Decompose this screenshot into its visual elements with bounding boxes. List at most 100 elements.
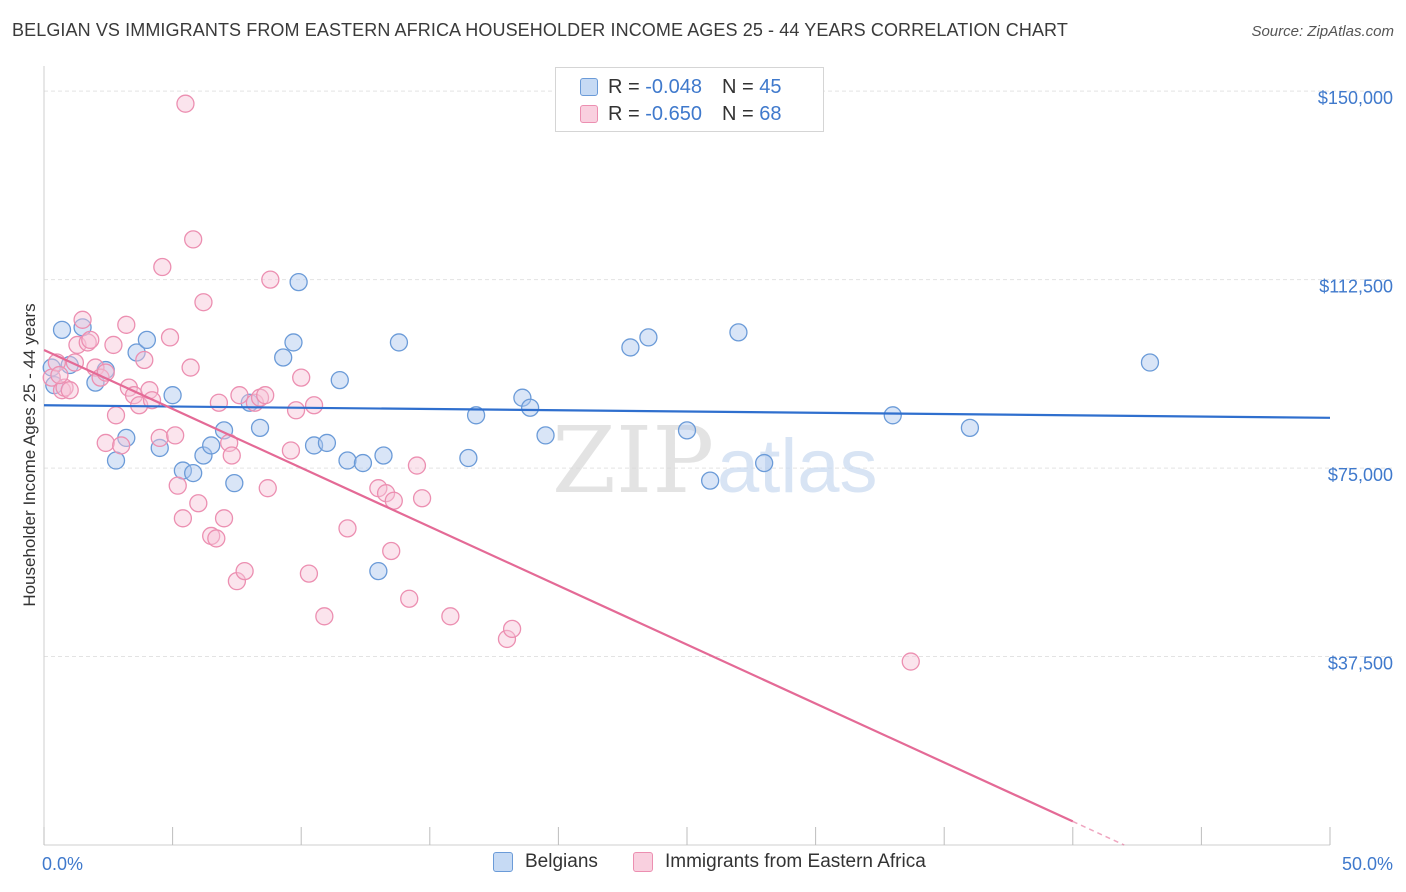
series-legend-swatch-eastern-africa	[633, 852, 653, 872]
eastern-africa-trend-line-extension	[1072, 820, 1125, 846]
x-tick-label-min: 0.0%	[42, 854, 83, 874]
eastern-africa-point[interactable]	[497, 629, 517, 649]
belgian-point[interactable]	[225, 473, 244, 493]
eastern-africa-point[interactable]	[160, 328, 180, 347]
eastern-africa-point[interactable]	[194, 293, 213, 312]
belgian-point[interactable]	[52, 320, 72, 340]
eastern-africa-point[interactable]	[60, 381, 79, 400]
eastern-africa-point[interactable]	[338, 519, 357, 538]
axes	[43, 66, 1331, 846]
belgian-point[interactable]	[289, 272, 308, 292]
belgian-point[interactable]	[466, 406, 486, 425]
eastern-africa-point[interactable]	[256, 386, 275, 405]
eastern-africa-point[interactable]	[153, 257, 172, 277]
eastern-africa-point[interactable]	[73, 310, 92, 329]
legend-swatch-belgians	[580, 78, 598, 96]
belgian-point[interactable]	[374, 446, 393, 465]
belgian-point[interactable]	[353, 453, 373, 473]
eastern-africa-point[interactable]	[50, 365, 69, 385]
eastern-africa-point[interactable]	[235, 561, 254, 581]
eastern-africa-point[interactable]	[261, 270, 280, 289]
eastern-africa-point[interactable]	[96, 433, 115, 453]
eastern-africa-point[interactable]	[901, 652, 920, 671]
belgian-point[interactable]	[330, 370, 349, 390]
belgian-point[interactable]	[184, 463, 203, 483]
belgian-point[interactable]	[369, 561, 388, 581]
chart-title: BELGIAN VS IMMIGRANTS FROM EASTERN AFRIC…	[12, 20, 1068, 40]
eastern-africa-point[interactable]	[400, 589, 419, 608]
eastern-africa-point[interactable]	[78, 333, 97, 352]
belgian-point[interactable]	[389, 333, 409, 352]
eastern-africa-point[interactable]	[376, 484, 396, 503]
eastern-africa-point[interactable]	[112, 436, 131, 455]
eastern-africa-point[interactable]	[304, 396, 324, 415]
belgian-point[interactable]	[960, 418, 980, 438]
eastern-africa-point[interactable]	[258, 479, 277, 498]
eastern-africa-point[interactable]	[181, 358, 200, 377]
eastern-africa-point[interactable]	[315, 607, 334, 626]
belgian-point[interactable]	[106, 451, 126, 470]
eastern-africa-point[interactable]	[299, 564, 319, 583]
series-legend-swatch-belgians	[493, 852, 513, 872]
eastern-africa-point[interactable]	[214, 509, 234, 528]
belgian-point[interactable]	[536, 426, 555, 445]
series-legend-label-belgians: Belgians	[525, 851, 598, 872]
belgian-point[interactable]	[729, 323, 748, 342]
eastern-africa-point[interactable]	[81, 330, 100, 350]
eastern-africa-point[interactable]	[286, 401, 306, 420]
belgian-point[interactable]	[163, 386, 182, 405]
belgian-point[interactable]	[274, 348, 293, 367]
belgian-point[interactable]	[202, 436, 221, 455]
eastern-africa-point[interactable]	[207, 529, 226, 548]
belgian-point[interactable]	[338, 451, 357, 470]
legend-n-label: N =	[721, 102, 754, 125]
belgian-point[interactable]	[150, 438, 169, 458]
eastern-africa-point[interactable]	[281, 441, 301, 460]
belgian-point[interactable]	[883, 406, 902, 425]
series-legend-eastern-africa[interactable]: Immigrants from Eastern Africa	[633, 851, 926, 873]
eastern-africa-point[interactable]	[230, 386, 249, 405]
eastern-africa-point[interactable]	[209, 393, 229, 412]
eastern-africa-point[interactable]	[189, 494, 208, 513]
series-legend-belgians[interactable]: Belgians	[493, 851, 598, 873]
eastern-africa-point[interactable]	[173, 509, 193, 528]
eastern-africa-point[interactable]	[292, 368, 311, 387]
eastern-africa-point[interactable]	[52, 381, 72, 400]
legend-n-value: 68	[759, 102, 782, 125]
belgian-point[interactable]	[284, 333, 303, 352]
eastern-africa-point[interactable]	[502, 619, 522, 639]
belgian-point[interactable]	[250, 418, 270, 438]
belgian-point[interactable]	[137, 330, 157, 350]
eastern-africa-point[interactable]	[382, 541, 401, 561]
belgian-point[interactable]	[700, 471, 720, 490]
belgian-point[interactable]	[459, 448, 478, 468]
belgian-point[interactable]	[317, 433, 337, 453]
eastern-africa-point[interactable]	[106, 406, 126, 425]
belgian-point[interactable]	[520, 398, 540, 417]
belgian-point[interactable]	[755, 453, 774, 473]
y-axis-label: Householder Income Ages 25 - 44 years	[20, 303, 39, 606]
eastern-africa-point[interactable]	[117, 315, 136, 334]
x-tick-label-max: 50.0%	[1342, 854, 1393, 874]
legend-swatch-eastern-africa	[580, 105, 598, 123]
belgian-point[interactable]	[127, 343, 146, 362]
trend-lines	[43, 348, 1331, 846]
belgian-point[interactable]	[621, 338, 640, 357]
eastern-africa-point[interactable]	[222, 446, 241, 465]
eastern-africa-point[interactable]	[166, 426, 185, 445]
eastern-africa-point[interactable]	[150, 428, 169, 448]
eastern-africa-point[interactable]	[412, 489, 432, 508]
eastern-africa-point[interactable]	[104, 335, 123, 355]
belgian-point[interactable]	[42, 358, 61, 377]
eastern-africa-point[interactable]	[184, 230, 203, 249]
eastern-africa-point[interactable]	[168, 476, 187, 495]
eastern-africa-point[interactable]	[176, 94, 195, 113]
eastern-africa-point[interactable]	[135, 350, 154, 370]
legend-r-label: R =	[608, 75, 640, 98]
eastern-africa-point[interactable]	[407, 456, 427, 475]
belgian-point[interactable]	[1140, 353, 1160, 372]
eastern-africa-point[interactable]	[441, 607, 460, 626]
tick-labels: $37,500 $75,000 $112,500 $150,000 0.0% 50.0%	[42, 88, 1393, 874]
belgian-point[interactable]	[639, 328, 658, 347]
belgian-point[interactable]	[677, 421, 697, 440]
